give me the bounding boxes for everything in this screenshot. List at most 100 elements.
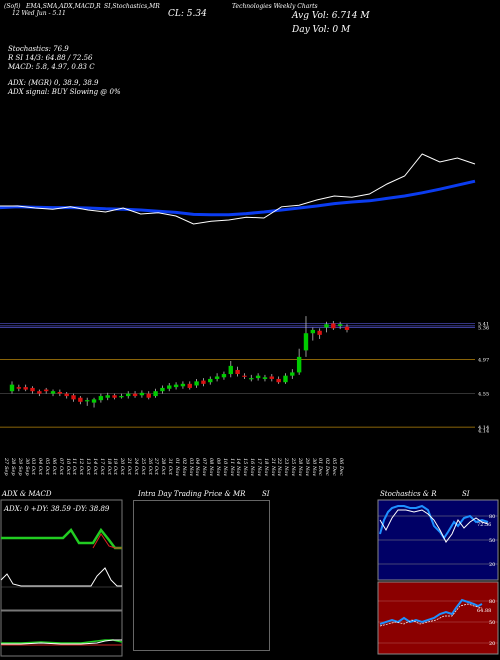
stoch-tick-20: 20 [489, 562, 495, 568]
adx-green-line [1, 527, 122, 550]
price-line [0, 153, 476, 225]
candle-down [317, 330, 322, 335]
date-tick-label: 25 Nov [290, 458, 297, 477]
date-tick-label: 28 Nov [296, 458, 303, 477]
date-tick-label: 14 Nov [235, 458, 242, 477]
date-tick-label: 01 Dec [317, 458, 324, 476]
candle-up [303, 333, 309, 351]
adx-macd-title: ADX & MACD [2, 490, 52, 498]
date-tick-label: 25 Oct [139, 458, 146, 475]
rsi-readout: R SI 14/3: 64.88 / 72.56 [8, 54, 93, 62]
macd-white-line [1, 639, 122, 645]
rsi-white-line [379, 603, 483, 627]
candle-down [23, 387, 28, 390]
price-tick-label: 4.55 [478, 392, 489, 398]
rsi-blue-line [379, 598, 483, 625]
header-stoch-rsi: SI,Stochastics,MR [104, 3, 160, 10]
date-tick-label: 06 Oct [50, 458, 57, 475]
date-tick-label: 27 Sep [3, 458, 9, 476]
date-tick-label: 22 Nov [276, 458, 283, 477]
intraday-panel [133, 500, 270, 651]
candle-up [262, 377, 268, 379]
adx-white-line [0, 567, 122, 587]
candle-up [228, 365, 233, 375]
candles [9, 316, 350, 408]
date-tick-label: 30 Nov [310, 458, 317, 477]
date-tick-label: 13 Oct [85, 458, 92, 475]
date-tick-label: 10 Oct [64, 458, 71, 475]
date-tick-label: 07 Oct [57, 458, 64, 475]
header-ticker: (Sofi) [4, 3, 21, 10]
date-tick-label: 11 Oct [71, 458, 78, 475]
candle-up [255, 375, 261, 379]
candle-up [105, 395, 110, 398]
date-tick-label: 17 Nov [255, 458, 262, 477]
date-tick-label: 16 Nov [249, 458, 256, 477]
price-tick-label: 5.36 [478, 326, 489, 332]
candle-up [126, 393, 131, 397]
stoch-tick-50: 50 [489, 538, 495, 544]
intraday-title: Intra Day Trading Price & MR [138, 490, 246, 498]
date-tick-label: 31 Oct [167, 458, 174, 475]
stochastics-readout: Stochastics: 76.9 [8, 45, 69, 53]
candle-up [290, 372, 295, 376]
date-tick-label: 09 Nov [214, 458, 221, 477]
adx-readout: ADX: (MGR) 0, 38.9, 38.9 [8, 79, 99, 87]
date-tick-label: 05 Oct [44, 458, 51, 475]
date-tick-label: 01 Nov [173, 458, 180, 477]
candlestick-chart: 5.415.364.974.554.144.14 [0, 316, 489, 434]
candle-up [98, 396, 104, 401]
candle-down [269, 376, 274, 379]
candle-up [139, 392, 145, 396]
candle-down [30, 387, 35, 392]
candle-down [242, 375, 247, 377]
date-tick-label: 11 Nov [228, 458, 235, 477]
candle-down [146, 393, 151, 398]
adx-signal-readout: ADX signal: BUY Slowing @ 0% [8, 88, 121, 96]
stoch-white-line [379, 509, 489, 543]
candle-down [344, 326, 350, 330]
rsi-tick-20: 20 [489, 641, 495, 647]
rsi-value-label: 64.88 [477, 608, 491, 614]
date-tick-label: 26 Oct [146, 458, 153, 475]
ema-line [0, 179, 476, 217]
date-tick-label: 19 Oct [112, 458, 119, 475]
date-tick-label: 12 Oct [78, 458, 85, 475]
candle-up [50, 391, 56, 394]
price-tick-label: 4.97 [478, 357, 489, 363]
date-tick-label: 29 Sep [16, 458, 23, 476]
candle-up [208, 378, 213, 383]
candle-up [194, 381, 199, 386]
date-tick-label: 07 Nov [201, 458, 208, 477]
date-tick-label: 06 Dec [338, 458, 344, 476]
date-tick-label: 17 Oct [98, 458, 105, 475]
stoch-blue-line [379, 504, 489, 540]
stoch-value-label: 72.56 [477, 522, 491, 528]
candle-down [64, 393, 69, 397]
candle-down [331, 323, 336, 329]
candle-up [214, 376, 220, 379]
date-tick-label: 08 Nov [208, 458, 215, 477]
intraday-si-label: SI [262, 490, 270, 498]
date-tick-label: 27 Oct [153, 458, 160, 475]
header-dates: 12 Wed Jun - 5.11 [12, 10, 66, 17]
adx-panel: ADX: 0 +DY: 38.59 -DY: 38.89 [0, 499, 123, 611]
candle-up [9, 384, 15, 392]
candle-up [310, 329, 316, 334]
rsi-tick-50: 50 [489, 620, 495, 626]
candle-up [283, 375, 288, 383]
candle-down [78, 397, 83, 402]
candle-up [91, 399, 97, 403]
candle-up [153, 391, 158, 397]
macd-readout: MACD: 5.8, 4.97, 0.83 C [8, 63, 95, 71]
date-tick-label: 15 Nov [242, 458, 249, 477]
header-indicators: EMA,SMA,ADX,MACD,R [26, 3, 101, 10]
rsi-panel: 80 50 20 64.88 [377, 581, 499, 655]
header-close: CL: 5.34 [168, 9, 207, 19]
date-tick-label: 30 Sep [23, 458, 30, 476]
date-tick-label: 03 Nov [187, 458, 194, 477]
candle-down [16, 387, 22, 389]
candle-down [187, 383, 192, 388]
date-tick-label: 05 Dec [331, 458, 338, 476]
date-tick-label: 24 Oct [132, 458, 139, 475]
